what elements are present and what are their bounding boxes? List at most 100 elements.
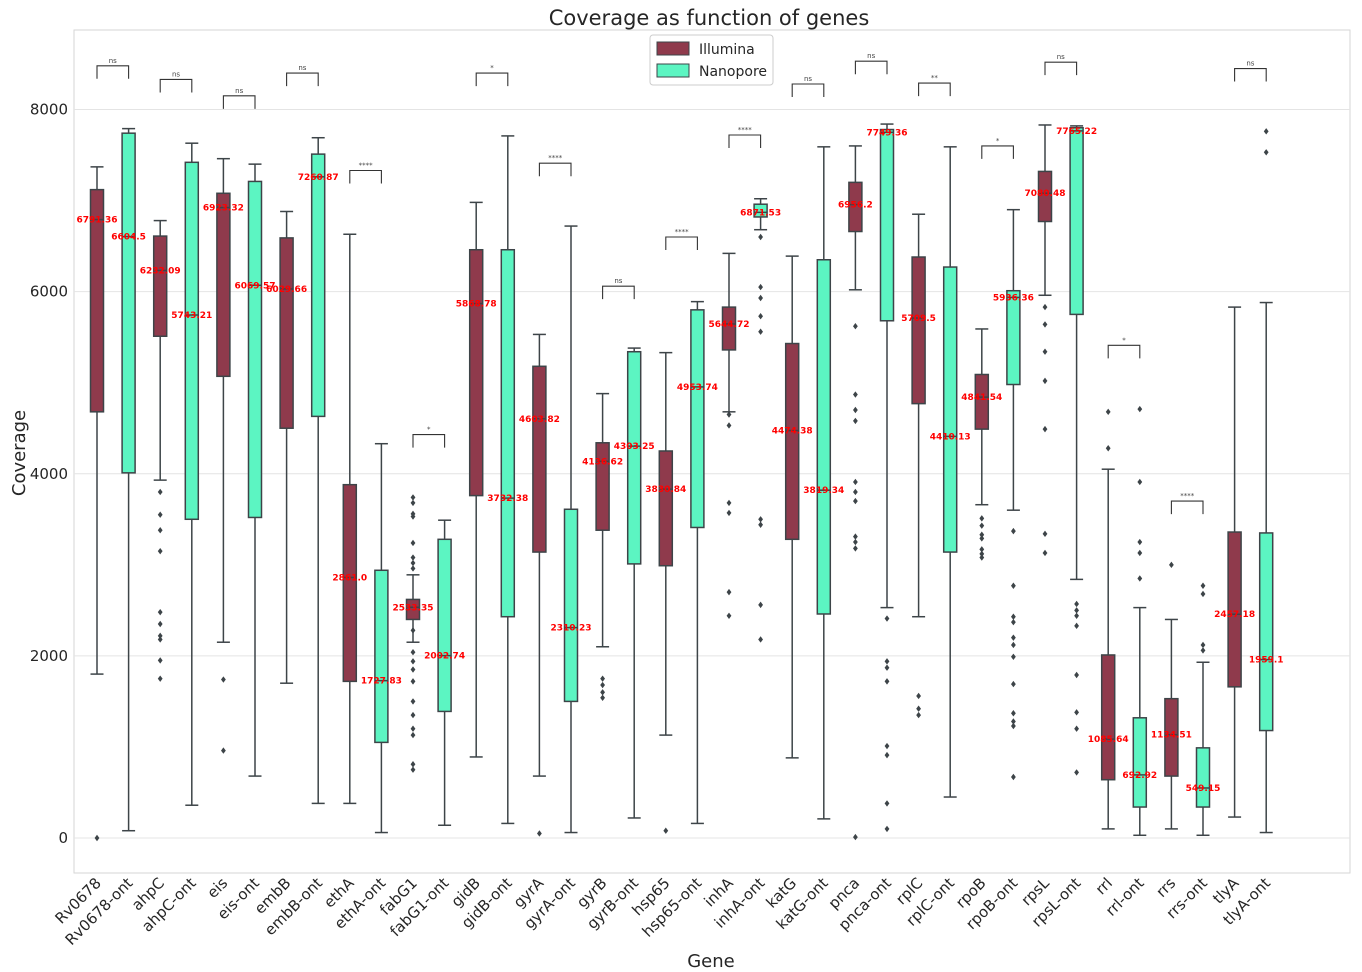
- significance-pnca: ns: [854, 52, 888, 75]
- significance-rrs: ****: [1170, 492, 1204, 515]
- outlier-point: [758, 516, 763, 523]
- outlier-point: [1074, 612, 1079, 620]
- median-label: 2310.23: [551, 624, 592, 634]
- y-tick-label: 8000: [30, 101, 68, 119]
- legend-swatch-nanopore: [656, 63, 690, 78]
- outlier-point: [600, 694, 605, 701]
- box-body: [595, 442, 610, 531]
- box-pnca-ont: [879, 123, 895, 833]
- outlier-point: [853, 538, 858, 546]
- outlier-point: [1011, 653, 1016, 660]
- x-axis-label: Gene: [687, 951, 735, 972]
- box-body: [1258, 532, 1274, 732]
- outlier-point: [979, 522, 985, 529]
- box-rpoB: [974, 328, 990, 561]
- legend-label-nanopore: Nanopore: [699, 64, 767, 80]
- outlier-point: [1011, 773, 1016, 781]
- outlier-point: [884, 825, 890, 833]
- box-tlyA-ont: [1258, 128, 1274, 834]
- outlier-point: [853, 833, 858, 841]
- median-label: 6956.2: [838, 201, 873, 211]
- outlier-point: [410, 711, 416, 719]
- outlier-point: [853, 497, 858, 505]
- significance-label: ****: [359, 162, 374, 170]
- significance-bracket: [981, 145, 1014, 159]
- outlier-point: [1074, 671, 1079, 679]
- outlier-point: [221, 676, 226, 683]
- outlier-point: [1011, 722, 1016, 730]
- box-body: [721, 306, 737, 351]
- outlier-point: [410, 649, 416, 656]
- box-rrl-ont: [1132, 405, 1148, 837]
- outlier-point: [758, 233, 763, 241]
- outlier-point: [410, 554, 416, 561]
- significance-ahpC: ns: [159, 70, 193, 93]
- outlier-point: [1074, 622, 1079, 630]
- significance-bracket: [665, 236, 698, 250]
- box-rpoB-ont: [1006, 208, 1021, 781]
- box-body: [1164, 697, 1179, 777]
- median-label: 6871.53: [740, 208, 781, 218]
- significance-label: ****: [1180, 492, 1195, 500]
- box-body: [500, 248, 516, 618]
- outlier-point: [1011, 641, 1016, 649]
- significance-eis: ns: [222, 87, 256, 109]
- significance-hsp65: ****: [665, 228, 698, 250]
- chart-title: Coverage as function of genes: [549, 6, 870, 30]
- box-body: [974, 373, 990, 430]
- box-body: [468, 248, 484, 497]
- outlier-point: [410, 766, 416, 773]
- significance-rpsL: ns: [1044, 53, 1078, 76]
- box-body: [437, 538, 452, 713]
- box-rpsL: [1037, 124, 1053, 557]
- significance-tlyA: ns: [1234, 60, 1267, 82]
- significance-bracket: [602, 285, 635, 300]
- significance-bracket: [286, 72, 319, 87]
- outlier-point: [916, 711, 921, 719]
- box-body: [1037, 170, 1053, 223]
- box-eis: [216, 157, 231, 754]
- outlier-point: [1074, 769, 1079, 776]
- significance-bracket: [412, 434, 446, 448]
- box-body: [216, 192, 231, 378]
- box-katG-ont: [816, 146, 832, 820]
- outlier-point: [1074, 607, 1079, 614]
- significance-bracket: [159, 78, 193, 93]
- significance-label: ****: [738, 126, 753, 134]
- outlier-point: [537, 830, 542, 837]
- significance-gyrA: ****: [538, 154, 572, 177]
- y-tick-label: 6000: [30, 283, 68, 301]
- box-tlyA: [1227, 306, 1242, 818]
- box-rrs: [1164, 561, 1179, 830]
- outlier-point: [853, 391, 858, 398]
- outlier-point: [410, 627, 416, 634]
- significance-bracket: [1170, 500, 1204, 515]
- median-label: 4303.25: [614, 442, 655, 452]
- median-label: 4410.13: [930, 432, 971, 442]
- box-body: [816, 259, 832, 615]
- box-Rv0678-ont: [121, 127, 136, 832]
- outlier-point: [1011, 680, 1016, 688]
- outlier-point: [916, 692, 921, 700]
- box-inhA: [721, 252, 737, 620]
- outlier-point: [853, 533, 858, 540]
- outlier-point: [884, 664, 890, 671]
- outlier-point: [884, 751, 890, 759]
- significance-rpoB: *: [981, 137, 1014, 159]
- box-rplC-ont: [942, 146, 958, 798]
- outlier-point: [1169, 561, 1174, 569]
- box-body: [1227, 531, 1242, 688]
- median-label: 6604.5: [111, 233, 146, 243]
- significance-label: ns: [1057, 53, 1065, 61]
- outlier-point: [853, 323, 858, 330]
- outlier-point: [758, 294, 763, 302]
- outlier-point: [979, 535, 985, 542]
- significance-bracket: [222, 95, 256, 109]
- box-gidB: [468, 201, 484, 758]
- box-body: [279, 237, 294, 429]
- box-gyrB: [595, 392, 610, 701]
- outlier-point: [1011, 618, 1016, 626]
- significance-ethA: ****: [349, 162, 382, 184]
- outlier-point: [410, 559, 416, 567]
- outlier-point: [1137, 549, 1143, 557]
